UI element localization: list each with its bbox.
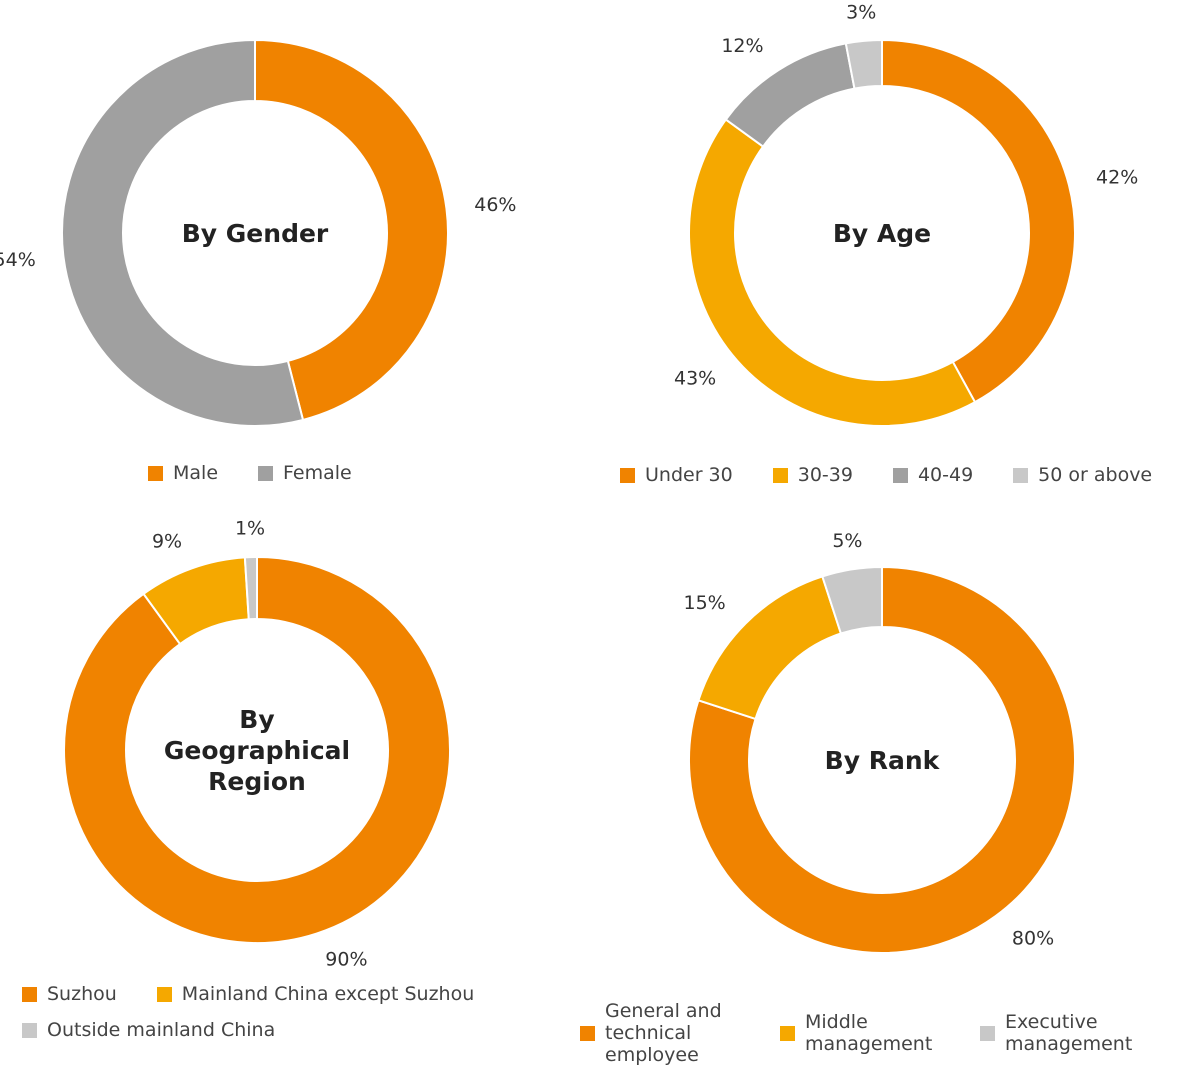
legend-item: Under 30	[620, 464, 733, 486]
legend-label: 30-39	[797, 464, 853, 486]
legend: General and technical employee Middle man…	[580, 1000, 1186, 1066]
donut-segment	[688, 565, 1076, 954]
data-label: 5%	[832, 530, 862, 552]
legend-label: 50 or above	[1038, 464, 1153, 486]
legend-swatch	[980, 1025, 995, 1041]
legend-item: Executive management	[980, 1000, 1150, 1066]
legend-item: 50 or above	[1013, 464, 1152, 486]
legend-label: General and technical employee	[605, 1000, 722, 1066]
data-label: 46%	[474, 194, 516, 216]
data-label: 54%	[0, 249, 36, 271]
legend-item: Suzhou	[22, 983, 117, 1005]
data-label: 15%	[683, 592, 725, 614]
legend: Under 30 30-39 40-49 50 or above	[620, 464, 1180, 486]
donut-segment	[61, 38, 305, 427]
legend: Male Female	[148, 462, 548, 484]
donut-segment	[688, 118, 977, 427]
legend-item: General and technical employee	[580, 1000, 750, 1066]
legend-swatch	[22, 986, 37, 1002]
donut-segment	[63, 555, 451, 944]
legend-swatch	[892, 467, 908, 483]
chart-title: By Age	[832, 218, 932, 248]
legend-swatch	[258, 465, 274, 481]
legend-label: Executive management	[1005, 1011, 1133, 1055]
donut-segment	[243, 555, 258, 621]
legend-label: 40-49	[917, 464, 974, 486]
legend-swatch	[156, 986, 172, 1002]
chart-title: By Gender	[181, 218, 329, 248]
data-label: 12%	[721, 35, 763, 57]
legend: Suzhou Mainland China except Suzhou Outsid…	[22, 983, 522, 1041]
legend-label: Outside mainland China	[47, 1019, 276, 1041]
legend-item: Male	[148, 462, 218, 484]
data-label: 9%	[152, 531, 182, 553]
legend-swatch	[780, 1025, 795, 1041]
legend-item: Mainland China except Suzhou	[156, 983, 475, 1005]
legend-label: Middle management	[805, 1011, 933, 1055]
donut-segment	[881, 38, 1076, 404]
legend-item: Female	[258, 462, 352, 484]
legend-swatch	[148, 465, 163, 481]
legend-item: 30-39	[772, 464, 853, 486]
data-label: 3%	[846, 1, 876, 23]
legend-item: 40-49	[892, 464, 974, 486]
donut-segment	[821, 565, 883, 635]
legend-swatch	[580, 1025, 595, 1041]
legend-label: Female	[283, 462, 352, 484]
donut-segment	[724, 42, 856, 148]
legend-item: Middle management	[780, 1000, 950, 1066]
legend-label: Under 30	[645, 464, 733, 486]
chart-title: By Geographical Region	[163, 704, 351, 796]
data-label: 42%	[1096, 167, 1138, 189]
data-label: 90%	[325, 949, 367, 971]
legend-swatch	[1013, 467, 1029, 483]
donut-segment	[844, 38, 883, 90]
legend-label: Male	[173, 462, 219, 484]
legend-item: Outside mainland China	[22, 1019, 275, 1041]
donut-segment	[254, 38, 449, 422]
chart-title: By Rank	[824, 745, 940, 775]
legend-swatch	[772, 467, 788, 483]
legend-label: Mainland China except Suzhou	[181, 983, 475, 1005]
data-label: 1%	[235, 518, 265, 540]
data-label: 43%	[674, 368, 716, 390]
legend-label: Suzhou	[47, 983, 117, 1005]
data-label: 80%	[1012, 927, 1054, 949]
legend-swatch	[620, 467, 635, 483]
legend-swatch	[22, 1022, 37, 1038]
